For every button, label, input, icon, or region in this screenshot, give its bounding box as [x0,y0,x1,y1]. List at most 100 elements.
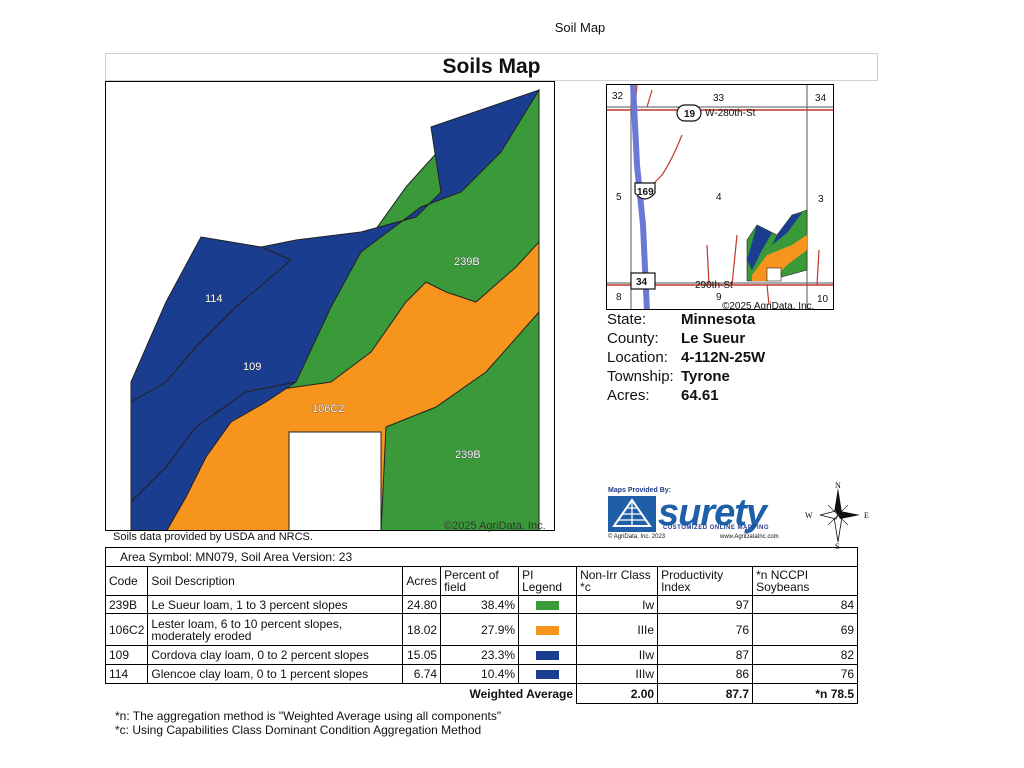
road-name-north: W-280th-St [705,108,756,119]
compass-e: E [864,511,869,520]
legend-swatch [536,670,560,680]
info-value: Tyrone [681,368,730,385]
cell-nccpi: 76 [752,664,859,684]
weighted-average-row: Weighted Average 2.00 87.7 *n 78.5 [105,683,859,704]
cell-pct: 23.3% [440,645,520,665]
col-desc: Soil Description [147,566,404,596]
section-8: 8 [616,292,622,303]
maps-provided-by: Maps Provided By: [608,487,672,494]
locator-copyright: ©2025 AgriData, Inc. [722,301,814,310]
cell-class: IIIw [576,664,659,684]
logo-copyright: © AgriData, Inc. 2023 [608,534,666,540]
weighted-label: Weighted Average [105,683,578,704]
cell-class: IIIe [576,613,659,646]
col-legend: PI Legend [518,566,578,596]
route-34-shield: 34 [636,277,648,288]
col-nccpi-1: *n NCCPI [756,568,809,582]
cell-desc: Le Sueur loam, 1 to 3 percent slopes [147,595,404,614]
cell-desc: Cordova clay loam, 0 to 2 percent slopes [147,645,404,665]
info-key: Township: [607,368,674,385]
section-34: 34 [815,93,827,104]
info-row-county: County: Le Sueur [607,329,765,348]
info-key: State: [607,311,647,328]
info-key: Acres: [607,387,650,404]
cell-pi: 97 [657,595,754,614]
weighted-nccpi: *n 78.5 [752,683,859,704]
footnote-n: *n: The aggregation method is "Weighted … [115,709,502,723]
cell-desc-2: moderately eroded [151,628,252,643]
cell-class: IIw [576,645,659,665]
col-nccpi: *n NCCPI Soybeans [752,566,859,596]
road-name-south: 290th-St [695,280,733,291]
locator-map[interactable]: 19 169 34 W-280th-St 290th-St 32 33 34 5… [606,84,834,310]
col-pct-1: Percent of [444,568,499,582]
cell-acres: 24.80 [402,595,442,614]
cell-code: 239B [104,595,149,614]
footnotes: *n: The aggregation method is "Weighted … [115,709,501,737]
table-row: 114 Glencoe clay loam, 0 to 1 percent sl… [104,664,859,684]
globe-icon [608,496,656,532]
compass-s: S [835,542,839,550]
non-field-inclusion [288,431,382,530]
page-label: Soil Map [554,20,606,35]
section-4: 4 [716,192,722,203]
logo-website: www.AgriDataInc.com [720,534,779,540]
cell-code: 109 [104,645,149,665]
col-pct: Percent of field [440,566,520,596]
area-symbol: Area Symbol: MN079, Soil Area Version: 2… [104,547,859,567]
info-key: County: [607,330,659,347]
cell-desc-1: Lester loam, 6 to 10 percent slopes, [151,616,343,631]
info-key: Location: [607,349,668,366]
map-label-239b-north: 239B [454,256,480,268]
legend-swatch [536,600,560,610]
cell-acres: 6.74 [402,664,442,684]
col-class-1: Non-Irr Class [580,568,651,582]
col-pi-1: Productivity [661,568,724,582]
soil-map[interactable]: 114 109 239B 106C2 239B [105,81,555,531]
map-copyright: ©2025 AgriData, Inc. [444,520,546,532]
cell-pct: 38.4% [440,595,520,614]
info-value: 64.61 [681,387,719,404]
cell-pi: 76 [657,613,754,646]
cell-pct: 10.4% [440,664,520,684]
cell-nccpi: 82 [752,645,859,665]
footnote-c: *c: Using Capabilities Class Dominant Co… [115,723,482,737]
soil-data-credit: Soils data provided by USDA and NRCS. [113,531,313,543]
cell-desc: Lester loam, 6 to 10 percent slopes, mode… [147,613,404,646]
info-value: Minnesota [681,311,756,328]
cell-legend [518,645,578,665]
info-row-state: State: Minnesota [607,310,765,329]
compass-n: N [835,481,841,490]
soil-region-109-south[interactable] [130,381,297,531]
surety-logo: Maps Provided By: surety CUSTOMIZED ONLI… [608,487,808,543]
cell-pct: 27.9% [440,613,520,646]
route-19-shield: 19 [684,109,696,120]
col-code: Code [104,566,149,596]
compass-w: W [805,511,813,520]
cell-acres: 15.05 [402,645,442,665]
col-legend-2: Legend [522,580,563,594]
table-area-row: Area Symbol: MN079, Soil Area Version: 2… [104,547,859,567]
col-pi-2: Index [661,580,691,594]
cell-pi: 86 [657,664,754,684]
info-value: 4-112N-25W [681,349,766,366]
cell-class: Iw [576,595,659,614]
col-nccpi-2: Soybeans [756,580,810,594]
cell-legend [518,664,578,684]
section-10: 10 [817,294,829,305]
logo-tagline: CUSTOMIZED ONLINE MAPPING [663,525,770,531]
logo-wordmark: surety [658,492,767,534]
section-3: 3 [818,194,824,205]
weighted-pi: 87.7 [657,683,754,704]
cell-legend [518,613,578,646]
section-33: 33 [713,93,725,104]
col-acres: Acres [402,566,442,596]
table-header-row: Code Soil Description Acres Percent of fi… [104,566,859,596]
table-row: 109 Cordova clay loam, 0 to 2 percent sl… [104,645,859,665]
info-row-acres: Acres: 64.61 [607,386,765,405]
cell-nccpi: 69 [752,613,859,646]
map-label-109: 109 [243,361,261,373]
compass-rose-icon: N S E W [800,480,875,551]
cell-legend [518,595,578,614]
table-row: 239B Le Sueur loam, 1 to 3 percent slope… [104,595,859,614]
